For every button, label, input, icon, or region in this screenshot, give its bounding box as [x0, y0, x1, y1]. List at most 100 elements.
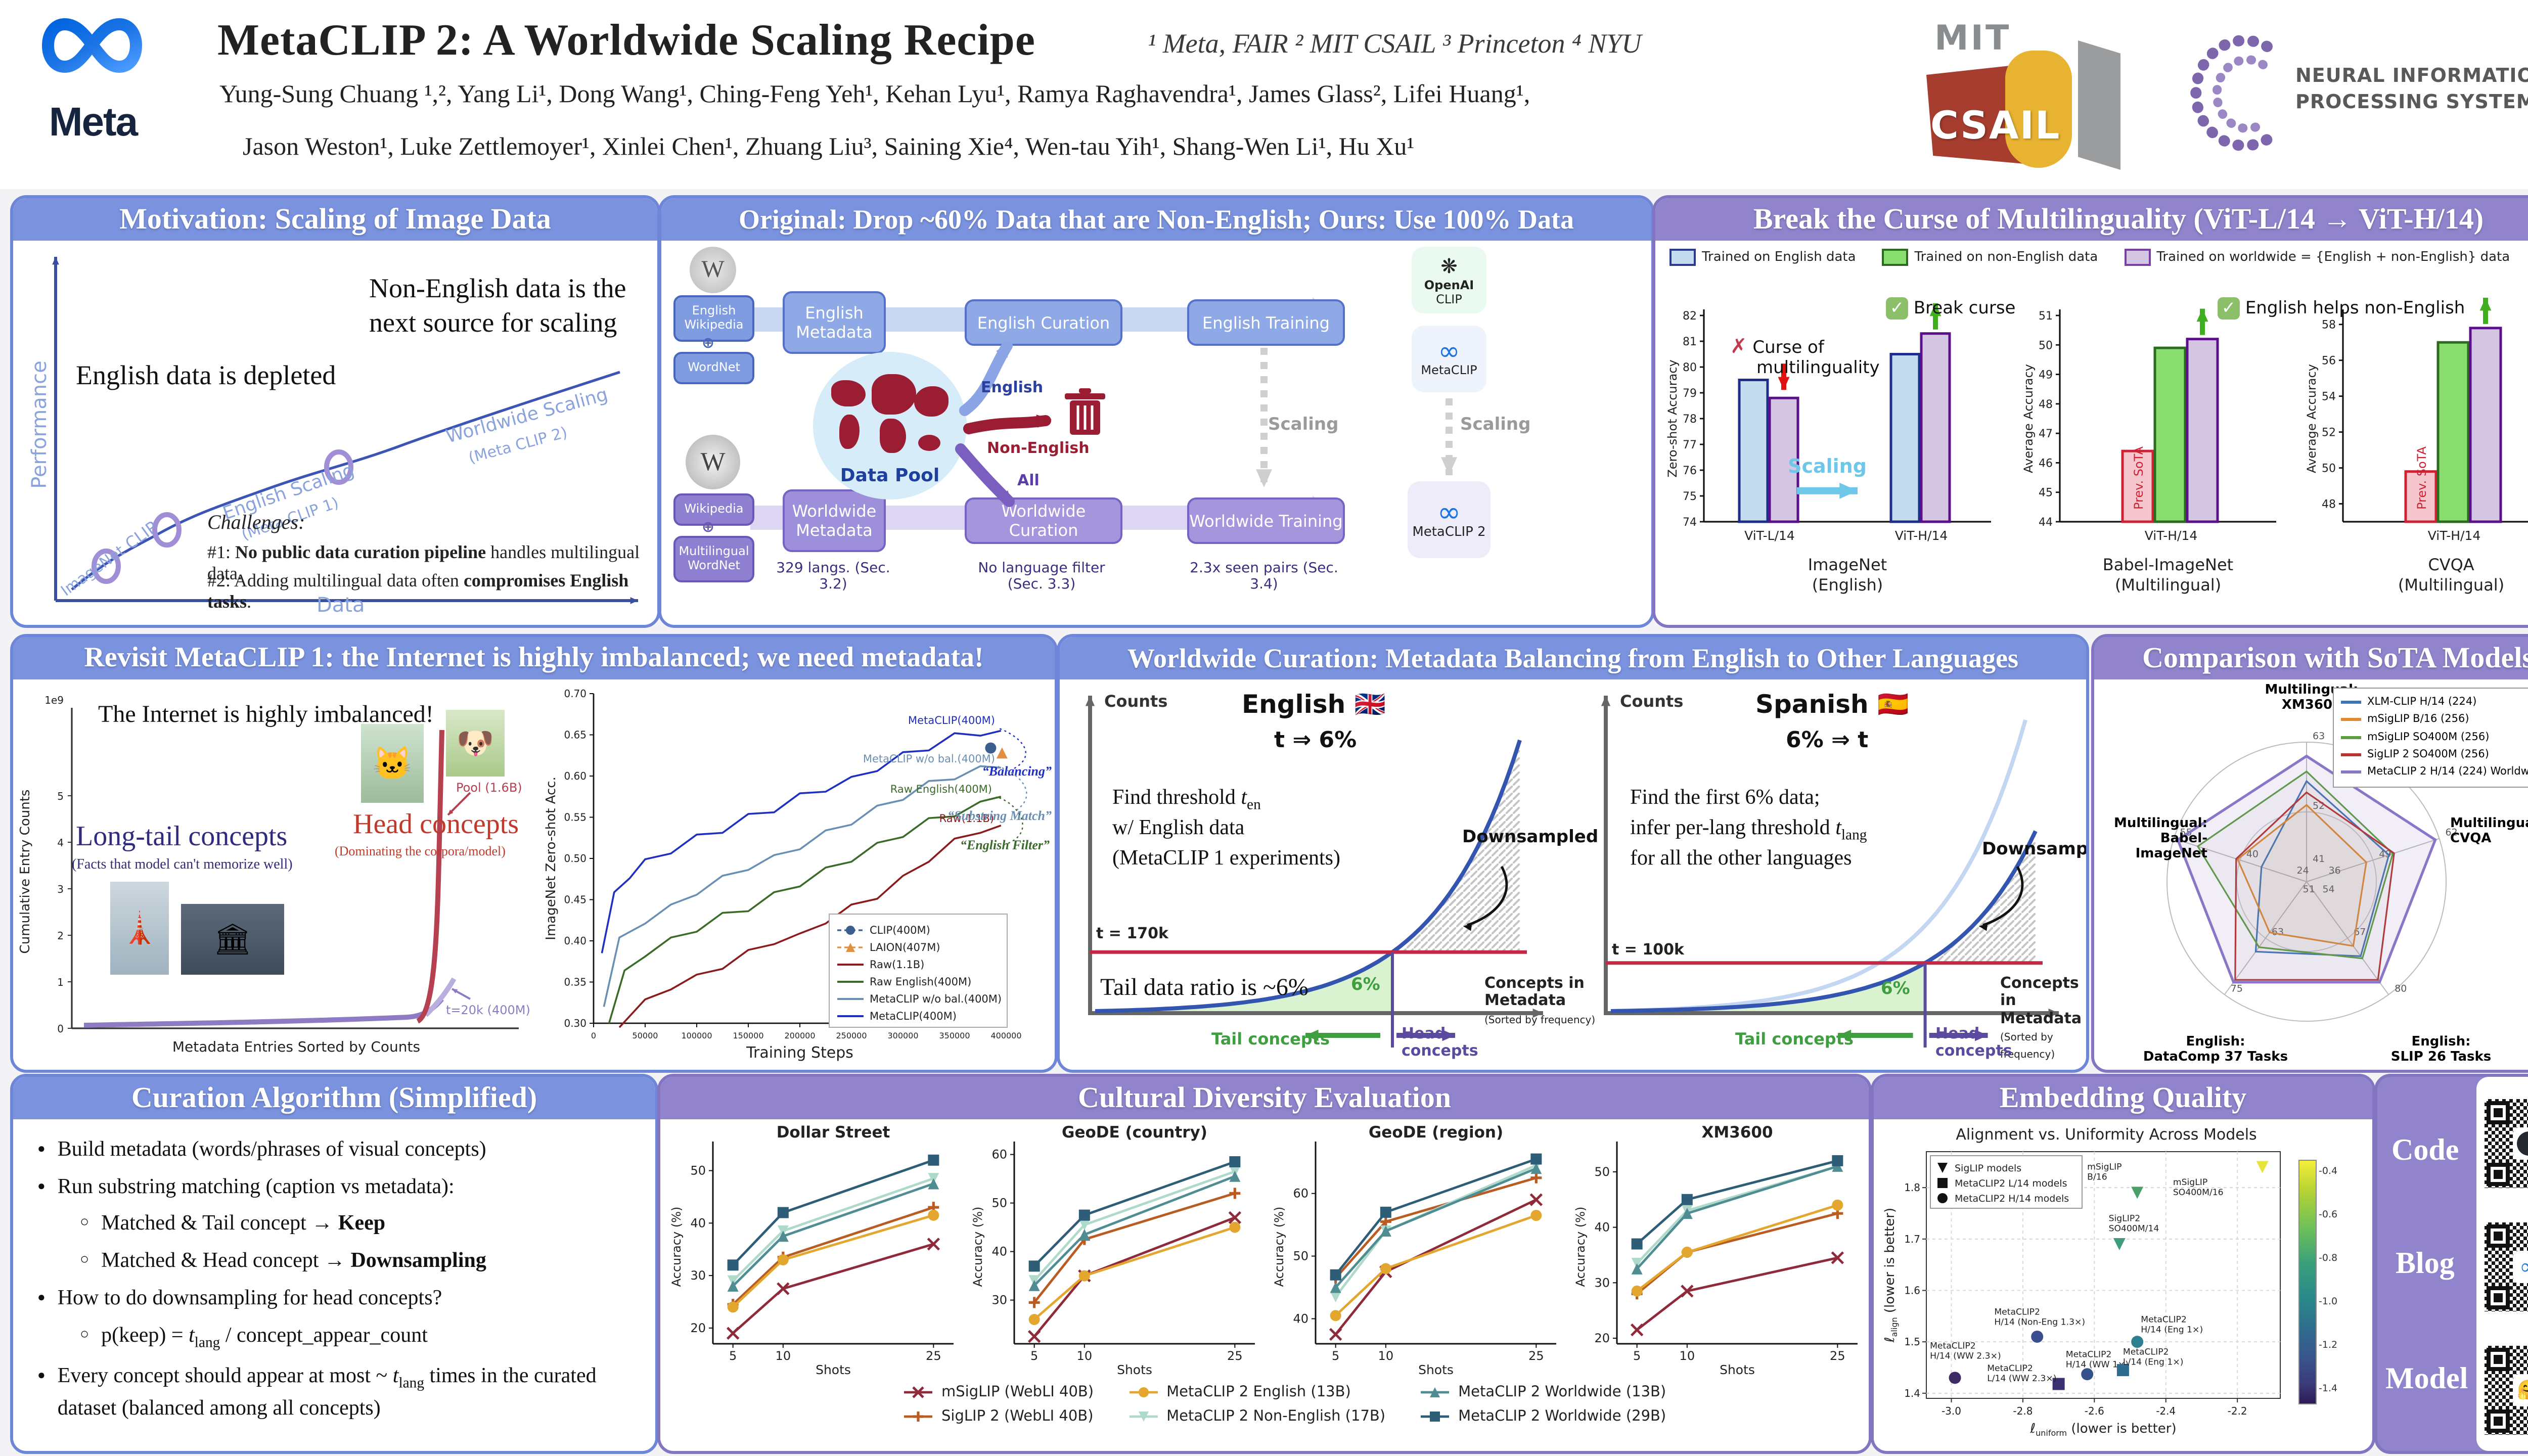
- svg-text:100000: 100000: [681, 1031, 712, 1040]
- svg-text:MetaCLIP w/o bal.(400M): MetaCLIP w/o bal.(400M): [870, 993, 1002, 1005]
- svg-text:LAION(407M): LAION(407M): [870, 941, 940, 953]
- blog-link-label[interactable]: Blog: [2396, 1247, 2455, 1280]
- svg-text:25: 25: [1528, 1349, 1544, 1363]
- panel-cultural-title: Cultural Diversity Evaluation: [660, 1077, 1869, 1119]
- svg-text:“Substring Match”: “Substring Match”: [947, 808, 1052, 823]
- svg-text:62: 62: [2445, 827, 2457, 838]
- csail-logo-text: CSAIL: [1930, 103, 2061, 148]
- sota-radar-chart: 635241624936806754756351554024: [2166, 731, 2458, 1022]
- svg-text:MetaCLIP2: MetaCLIP2: [1930, 1341, 1976, 1351]
- svg-text:44: 44: [2039, 516, 2053, 529]
- svg-text:Accuracy (%): Accuracy (%): [1573, 1207, 1588, 1287]
- svg-text:H/14 (Eng 1×): H/14 (Eng 1×): [2141, 1325, 2203, 1335]
- label-english: English: [981, 378, 1044, 396]
- svg-text:SigLIP models: SigLIP models: [1955, 1163, 2021, 1174]
- svg-text:1.6: 1.6: [1904, 1285, 1920, 1297]
- model-link-label[interactable]: Model: [2385, 1362, 2468, 1395]
- label-scaling-2: Scaling: [1460, 415, 1531, 435]
- geode-region-chart: 40 50 60 5 10 25 Shots Accuracy (%) GeoDE (regio…: [1272, 1123, 1556, 1377]
- svg-text:5: 5: [1633, 1349, 1641, 1363]
- svg-text:H/14 (WW 1×): H/14 (WW 1×): [2066, 1360, 2129, 1370]
- algorithm-bullet: ● Build metadata (words/phrases of visual…: [37, 1136, 486, 1161]
- blog-qr[interactable]: ∞: [2480, 1218, 2528, 1315]
- svg-text:40: 40: [1293, 1311, 1308, 1326]
- panel-sota: Comparison with SoTA Models 635241624936…: [2091, 634, 2528, 1073]
- caption-no-filter: No language filter (Sec. 3.3): [978, 560, 1105, 593]
- svg-text:MetaCLIP2: MetaCLIP2: [2123, 1347, 2169, 1357]
- meta-icon: ∞: [2521, 1255, 2528, 1278]
- axis-datacomp: English: DataComp 37 Tasks: [2143, 1034, 2288, 1065]
- svg-text:mSigLIP: mSigLIP: [2087, 1162, 2121, 1172]
- code-qr[interactable]: [2480, 1095, 2528, 1192]
- motivation-ylabel: Performance: [26, 360, 51, 489]
- svg-text:ImageNet Zero-shot Acc.: ImageNet Zero-shot Acc.: [544, 777, 559, 940]
- svg-text:-2.6: -2.6: [2085, 1405, 2104, 1417]
- svg-text:0.65: 0.65: [564, 729, 586, 741]
- svg-text:Shots: Shots: [1418, 1362, 1454, 1377]
- svg-text:76: 76: [1683, 465, 1697, 477]
- caption-329-langs: 329 langs. (Sec. 3.2): [776, 560, 890, 593]
- svg-text:-2.4: -2.4: [2156, 1405, 2176, 1417]
- challenges-heading: Challenges:: [207, 512, 305, 534]
- svg-text:5: 5: [729, 1349, 737, 1363]
- curse-cvqa-chart: 48 50 52 54 56 58 Average Accuracy Prev. SoTA Vi…: [2305, 297, 2528, 595]
- svg-text:0.70: 0.70: [564, 688, 586, 700]
- head-label-en: Head concepts: [1402, 1024, 1478, 1059]
- mit-logo-text: MIT: [1934, 18, 2011, 59]
- radar-legend-item: MetaCLIP 2 H/14 (224) Worldwide 29B: [2341, 764, 2528, 782]
- code-link-label[interactable]: Code: [2391, 1133, 2459, 1167]
- svg-text:Accuracy (%): Accuracy (%): [669, 1207, 684, 1287]
- svg-text:75: 75: [1683, 490, 1697, 503]
- svg-text:H/14 (Non-Eng 1.3×): H/14 (Non-Eng 1.3×): [1994, 1317, 2085, 1327]
- svg-text:Zero-shot Accuracy: Zero-shot Accuracy: [1665, 359, 1680, 477]
- mit-dome-photo: 🏛: [181, 904, 284, 975]
- svg-text:20: 20: [1594, 1331, 1610, 1345]
- svg-text:Shots: Shots: [1720, 1362, 1755, 1377]
- svg-text:1.7: 1.7: [1904, 1233, 1920, 1245]
- cat-photo: 🐱: [361, 724, 424, 803]
- svg-text:1e9: 1e9: [44, 694, 64, 706]
- svg-text:45: 45: [2039, 487, 2053, 499]
- pct-en: 6%: [1351, 975, 1380, 995]
- svg-text:75: 75: [2231, 983, 2243, 994]
- svg-text:MetaCLIP2: MetaCLIP2: [2141, 1315, 2187, 1325]
- svg-text:5: 5: [57, 790, 64, 802]
- svg-text:60: 60: [1293, 1187, 1308, 1201]
- svg-text:50: 50: [690, 1164, 706, 1178]
- svg-text:30: 30: [991, 1293, 1007, 1307]
- data-pool-label: Data Pool: [840, 465, 940, 486]
- meta-wordmark: Meta: [49, 100, 138, 145]
- svg-text:300000: 300000: [887, 1031, 918, 1040]
- svg-text:MetaCLIP w/o bal.(400M): MetaCLIP w/o bal.(400M): [863, 753, 995, 765]
- svg-text:Prev. SoTA: Prev. SoTA: [2132, 446, 2146, 510]
- embedding-subtitle: Alignment vs. Uniformity Across Models: [1956, 1125, 2257, 1144]
- panel-original: Original: Drop ~60% Data that are Non-En…: [658, 195, 1654, 628]
- caption-seen-pairs: 2.3x seen pairs (Sec. 3.4): [1190, 560, 1338, 593]
- svg-text:L/14 (Eng 1×): L/14 (Eng 1×): [2123, 1357, 2184, 1368]
- map-blob: [880, 419, 906, 453]
- dog-photo: 🐶: [446, 710, 505, 777]
- svg-text:5: 5: [1030, 1349, 1038, 1363]
- curse-annotation: ✗ Curse of multilinguality: [1730, 334, 1880, 378]
- neurips-text-1: NEURAL INFORMATION: [2295, 65, 2528, 87]
- svg-text:46: 46: [2039, 457, 2053, 470]
- svg-text:0.40: 0.40: [564, 935, 586, 947]
- box-wikipedia: Wikipedia: [673, 493, 754, 526]
- motivation-xlabel: Data: [317, 593, 365, 617]
- panel-original-title: Original: Drop ~60% Data that are Non-En…: [661, 198, 1651, 241]
- pct-es: 6%: [1881, 979, 1910, 999]
- plus-icon-ww: ⊕: [702, 518, 715, 536]
- svg-text:0: 0: [591, 1031, 596, 1040]
- authors-line1: Yung-Sung Chuang ¹,², Yang Li¹, Dong Wan…: [219, 81, 1530, 108]
- concepts-label-es: Concepts in Metadata (Sorted by frequency…: [2000, 974, 2082, 1061]
- model-qr[interactable]: 🤗: [2480, 1342, 2528, 1439]
- svg-text:GeoDE (country): GeoDE (country): [1062, 1123, 1207, 1142]
- svg-text:50000: 50000: [633, 1031, 658, 1040]
- box-english-training: English Training: [1187, 299, 1345, 346]
- svg-text:0.50: 0.50: [564, 852, 586, 864]
- svg-text:50: 50: [1293, 1249, 1308, 1263]
- label-all: All: [1017, 471, 1040, 489]
- box-worldwide-training: Worldwide Training: [1187, 497, 1345, 544]
- panel-algorithm-title: Curation Algorithm (Simplified): [13, 1077, 655, 1119]
- panel-curse-title: Break the Curse of Multilinguality (ViT-…: [1655, 198, 2528, 241]
